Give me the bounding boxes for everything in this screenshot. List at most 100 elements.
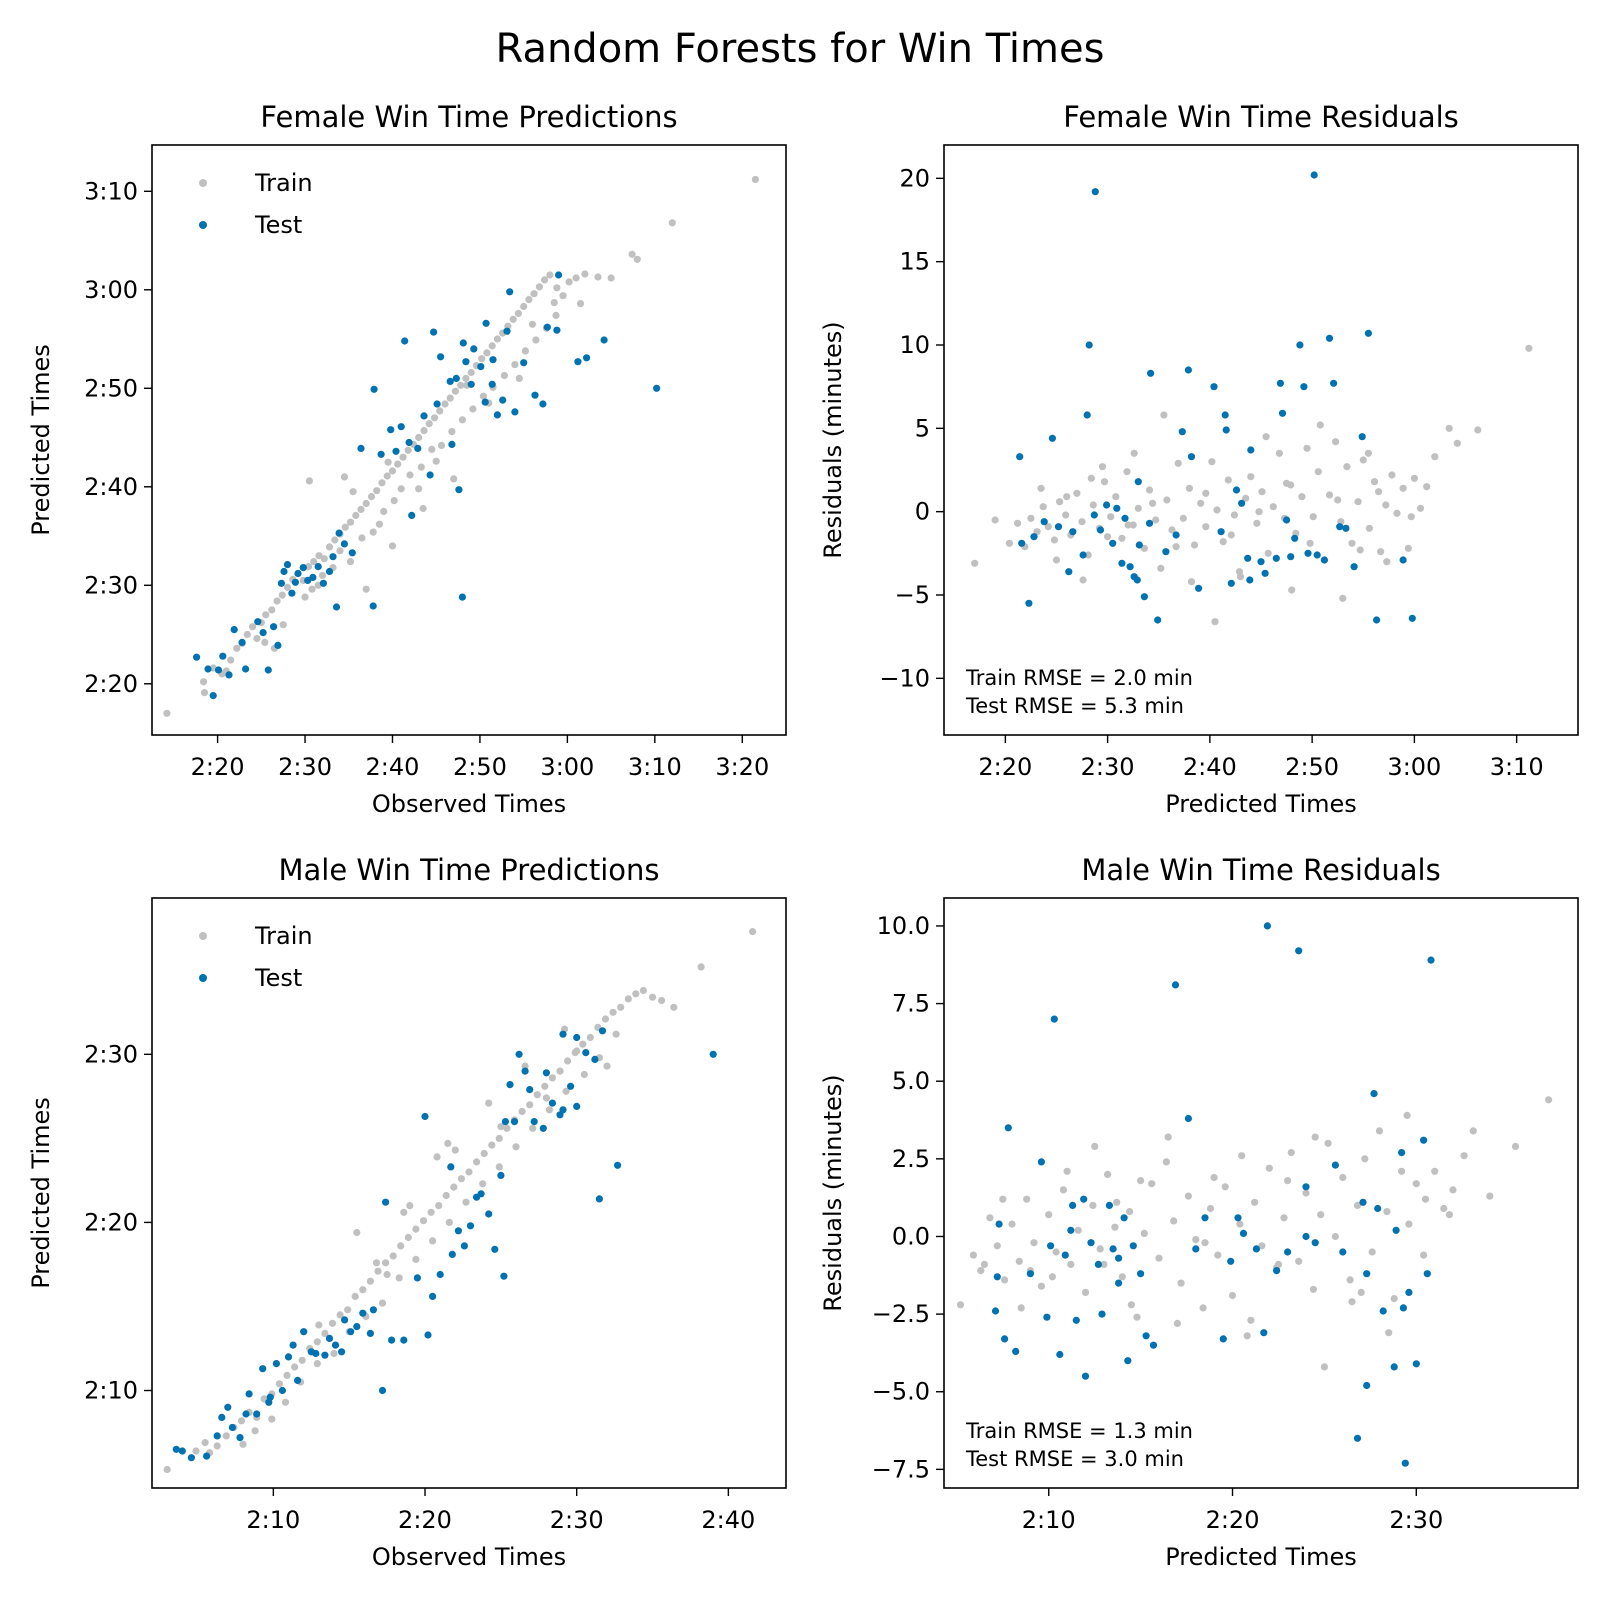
point-test — [230, 626, 238, 634]
point-train — [1388, 471, 1396, 479]
point-test — [653, 384, 661, 392]
point-train — [383, 1270, 391, 1279]
point-test — [500, 1272, 508, 1280]
point-train — [273, 597, 281, 605]
point-train — [1324, 1139, 1332, 1147]
point-test — [1234, 1214, 1242, 1222]
point-test — [1162, 548, 1170, 556]
point-test — [414, 444, 422, 452]
point-test — [542, 1069, 551, 1077]
point-test — [567, 1082, 575, 1090]
point-train — [1140, 544, 1148, 552]
point-test — [204, 665, 212, 673]
point-train — [1399, 484, 1407, 492]
point-train — [1111, 1223, 1119, 1231]
point-train — [603, 1062, 611, 1070]
y-tick-label: 2:30 — [84, 1040, 138, 1068]
point-test — [421, 1112, 429, 1121]
series-train — [163, 175, 760, 717]
point-test — [270, 623, 278, 631]
point-train — [450, 1183, 458, 1191]
point-train — [971, 559, 979, 567]
point-train — [331, 536, 339, 544]
point-test — [573, 1102, 581, 1110]
point-train — [1356, 546, 1364, 554]
point-test — [1261, 569, 1269, 577]
point-train — [375, 520, 383, 528]
point-test — [1353, 1434, 1362, 1442]
x-tick-label: 2:20 — [1206, 1506, 1260, 1534]
point-train — [1275, 449, 1283, 457]
x-tick-label: 2:30 — [278, 753, 332, 781]
point-test — [515, 1050, 523, 1058]
point-train — [1253, 519, 1261, 527]
point-test — [325, 1334, 334, 1342]
point-test — [1331, 1161, 1339, 1169]
point-test — [1096, 526, 1105, 534]
x-axis-label: Observed Times — [372, 1543, 566, 1571]
point-test — [448, 440, 456, 448]
point-train — [1027, 514, 1035, 522]
point-train — [624, 995, 632, 1003]
point-test — [1363, 1381, 1371, 1390]
point-test — [497, 1171, 505, 1179]
point-train — [1416, 504, 1425, 512]
point-test — [400, 1336, 408, 1344]
point-train — [321, 1329, 329, 1337]
point-train — [1170, 1217, 1178, 1225]
point-test — [299, 564, 307, 572]
point-test — [172, 1445, 180, 1453]
point-train — [1431, 453, 1439, 461]
point-test — [288, 589, 296, 597]
x-tick-label: 2:20 — [978, 753, 1032, 781]
point-train — [1162, 1158, 1170, 1166]
point-test — [573, 1033, 581, 1042]
point-test — [1054, 523, 1063, 531]
point-train — [233, 644, 241, 652]
x-tick-label: 2:20 — [191, 753, 245, 781]
point-train — [1228, 1291, 1237, 1300]
point-train — [480, 1149, 488, 1158]
point-test — [462, 358, 470, 366]
point-test — [1330, 379, 1338, 387]
point-train — [320, 555, 328, 563]
y-tick-label: −5 — [895, 581, 930, 609]
point-test — [477, 363, 485, 371]
point-train — [1236, 573, 1245, 581]
point-train — [239, 1440, 247, 1448]
point-train — [1405, 1220, 1413, 1228]
point-train — [999, 1195, 1007, 1203]
point-test — [359, 1309, 367, 1317]
legend-marker-train — [199, 179, 207, 187]
legend-label: Train — [254, 922, 313, 950]
point-train — [1474, 426, 1482, 434]
point-train — [1050, 536, 1058, 544]
point-train — [1087, 474, 1095, 482]
y-tick-label: 2:20 — [84, 1208, 138, 1236]
point-test — [510, 1118, 519, 1126]
point-train — [1383, 1208, 1391, 1216]
point-train — [1303, 444, 1311, 452]
point-train — [1359, 456, 1367, 464]
figure-title: Random Forests for Win Times — [496, 26, 1105, 72]
point-train — [262, 611, 270, 619]
point-train — [1423, 483, 1431, 491]
point-train — [1309, 1285, 1317, 1293]
x-axis-label: Observed Times — [372, 790, 566, 818]
point-test — [1121, 514, 1129, 522]
point-train — [419, 1217, 428, 1225]
point-train — [1346, 1276, 1354, 1284]
point-test — [401, 337, 409, 345]
point-train — [268, 606, 276, 614]
point-train — [579, 1040, 587, 1048]
point-test — [1364, 329, 1372, 337]
point-test — [993, 1273, 1001, 1281]
point-test — [312, 1349, 320, 1358]
point-test — [452, 374, 460, 382]
axes-frame — [151, 897, 787, 1489]
point-train — [192, 1447, 200, 1455]
point-test — [254, 618, 262, 626]
point-test — [477, 1190, 485, 1198]
point-train — [1445, 1211, 1453, 1219]
point-train — [751, 175, 760, 184]
